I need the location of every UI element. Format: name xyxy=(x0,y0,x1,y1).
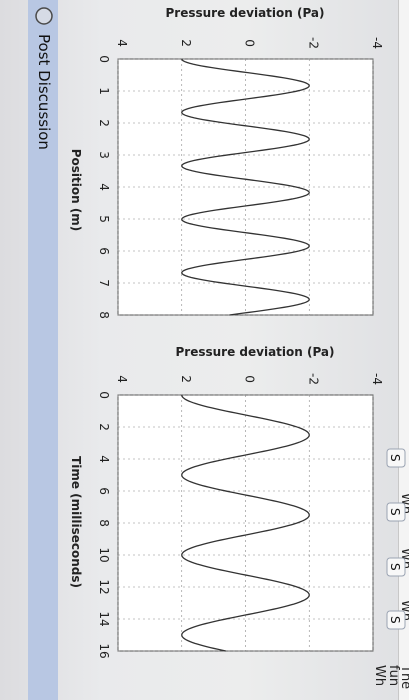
x-tick-label: 4 xyxy=(97,183,111,191)
position-chart-series xyxy=(181,58,310,316)
right-text-1: fun xyxy=(386,665,401,686)
x-tick-label: 8 xyxy=(97,519,111,527)
right-text-2: Wh xyxy=(372,665,387,686)
y-tick-label: -2 xyxy=(306,37,320,49)
right-button-1-box[interactable] xyxy=(386,557,406,577)
x-tick-label: 10 xyxy=(97,547,111,562)
right-button-1[interactable]: S xyxy=(388,563,402,571)
x-tick-label: 3 xyxy=(97,151,111,159)
right-text-0: The xyxy=(398,664,409,689)
x-tick-label: 0 xyxy=(97,391,111,399)
x-tick-label: 6 xyxy=(97,487,111,495)
question-panel xyxy=(398,0,409,700)
y-tick-label: 4 xyxy=(115,39,129,47)
time-chart-frame xyxy=(117,394,374,652)
x-tick-label: 0 xyxy=(97,55,111,63)
y-tick-label: -4 xyxy=(370,37,384,49)
right-panel-text: The fun Wh Wh Wh Wh xyxy=(372,493,409,689)
right-panel-buttons[interactable]: S S S S xyxy=(386,448,406,630)
y-tick-label: -2 xyxy=(306,373,320,385)
post-discussion-button[interactable]: Post Discussion xyxy=(35,7,53,150)
right-button-2[interactable]: S xyxy=(388,508,402,516)
post-discussion-bar[interactable] xyxy=(28,0,58,700)
time-chart-ticks: 0 2 4 6 8 10 12 14 16 4 2 0 -2 -4 xyxy=(97,373,384,659)
x-tick-label: 8 xyxy=(97,311,111,319)
right-button-2-box[interactable] xyxy=(386,502,406,522)
post-discussion-label: Post Discussion xyxy=(35,34,53,150)
x-tick-label: 1 xyxy=(97,87,111,95)
x-tick-label: 2 xyxy=(97,423,111,431)
x-tick-label: 16 xyxy=(97,643,111,658)
time-chart-ylabel: Pressure deviation (Pa) xyxy=(175,345,334,359)
position-chart-ylabel: Pressure deviation (Pa) xyxy=(165,6,324,20)
right-button-0[interactable]: S xyxy=(388,616,402,624)
time-chart-series xyxy=(181,394,310,652)
x-tick-label: 7 xyxy=(97,279,111,287)
y-tick-label: -4 xyxy=(370,373,384,385)
x-tick-label: 2 xyxy=(97,119,111,127)
position-chart: Pressure deviation (Pa) 0 1 2 3 4 5 6 7 8 4 2 0 -2 -4… xyxy=(69,6,384,319)
x-tick-label: 6 xyxy=(97,247,111,255)
x-tick-label: 4 xyxy=(97,455,111,463)
x-tick-label: 5 xyxy=(97,215,111,223)
y-tick-label: 0 xyxy=(243,375,257,383)
right-button-0-box[interactable] xyxy=(386,610,406,630)
x-tick-label: 12 xyxy=(97,579,111,594)
position-chart-xlabel: Position (m) xyxy=(69,149,83,232)
right-text-3: Wh xyxy=(398,600,409,621)
y-tick-label: 0 xyxy=(243,39,257,47)
speech-bubble-icon xyxy=(35,7,53,25)
time-chart-xlabel: Time (milliseconds) xyxy=(69,456,83,588)
position-chart-ticks: 0 1 2 3 4 5 6 7 8 4 2 0 -2 -4 xyxy=(97,37,384,319)
y-tick-label: 4 xyxy=(115,375,129,383)
right-button-3-box[interactable] xyxy=(386,448,406,468)
y-tick-label: 2 xyxy=(179,39,193,47)
right-button-3[interactable]: S xyxy=(388,454,402,462)
y-tick-label: 2 xyxy=(179,375,193,383)
x-tick-label: 14 xyxy=(97,611,111,626)
